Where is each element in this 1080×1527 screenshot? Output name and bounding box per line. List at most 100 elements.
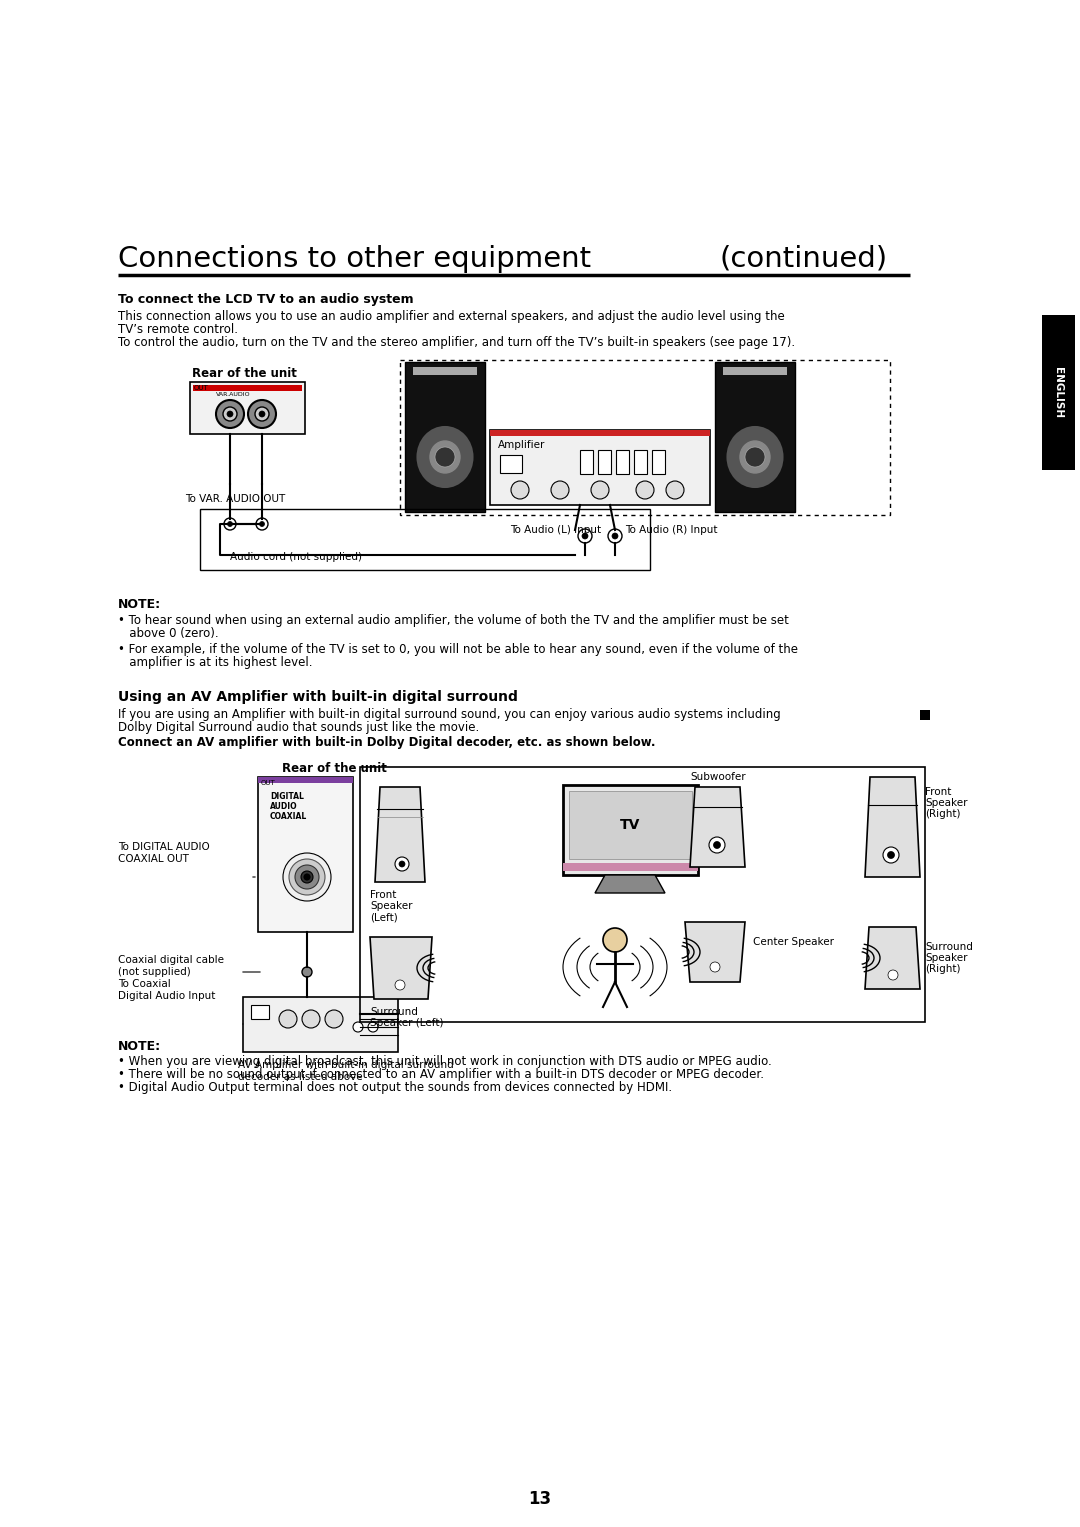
Circle shape [578,528,592,544]
Circle shape [279,1009,297,1028]
Circle shape [666,481,684,499]
Text: (continued): (continued) [720,244,888,273]
Text: Connections to other equipment: Connections to other equipment [118,244,591,273]
Ellipse shape [740,441,770,473]
Bar [490,431,710,437]
Circle shape [301,870,313,883]
Text: decoder as listed above: decoder as listed above [238,1072,363,1083]
Bar [490,431,710,505]
Ellipse shape [418,428,473,487]
Circle shape [303,873,310,880]
Circle shape [710,962,720,973]
Text: amplifier is at its highest level.: amplifier is at its highest level. [118,657,312,669]
Circle shape [883,847,899,863]
Text: (Left): (Left) [370,912,397,922]
Text: • Digital Audio Output terminal does not output the sounds from devices connecte: • Digital Audio Output terminal does not… [118,1081,672,1093]
Text: TV’s remote control.: TV’s remote control. [118,324,238,336]
Text: Front: Front [924,786,951,797]
Polygon shape [685,922,745,982]
Text: • There will be no sound output if connected to an AV amplifier with a built-in : • There will be no sound output if conne… [118,1067,764,1081]
Bar [715,362,795,512]
Polygon shape [595,875,665,893]
Circle shape [224,518,237,530]
Bar [634,450,647,473]
Text: To connect the LCD TV to an audio system: To connect the LCD TV to an audio system [118,293,414,305]
Text: Audio cord (not supplied): Audio cord (not supplied) [230,551,362,562]
Bar [400,360,890,515]
Text: Surround: Surround [370,1006,418,1017]
Circle shape [248,400,276,428]
Ellipse shape [430,441,460,473]
Circle shape [395,857,409,870]
Circle shape [395,980,405,989]
Bar [200,508,650,570]
Text: • When you are viewing digital broadcast, this unit will not work in conjunction: • When you are viewing digital broadcast… [118,1055,772,1067]
Circle shape [353,1022,363,1032]
Text: To control the audio, turn on the TV and the stereo amplifier, and turn off the : To control the audio, turn on the TV and… [118,336,795,350]
Bar [563,785,698,875]
Text: To Audio (L) Input: To Audio (L) Input [510,525,602,534]
Bar [1042,315,1075,470]
Circle shape [295,864,319,889]
Circle shape [302,967,312,977]
Ellipse shape [728,428,783,487]
Text: Front: Front [370,890,396,899]
Bar [251,1005,269,1019]
Bar [190,382,305,434]
Circle shape [255,408,269,421]
Text: To Coaxial: To Coaxial [118,979,171,989]
Bar [258,777,353,931]
Text: (Right): (Right) [924,809,960,818]
Bar [500,455,522,473]
Circle shape [259,522,265,527]
Text: ENGLISH: ENGLISH [1053,366,1064,418]
Text: Center Speaker: Center Speaker [753,938,834,947]
Text: Dolby Digital Surround audio that sounds just like the movie.: Dolby Digital Surround audio that sounds… [118,721,480,734]
Circle shape [582,533,588,539]
Text: (Right): (Right) [924,964,960,974]
Bar [723,366,787,376]
Text: To DIGITAL AUDIO: To DIGITAL AUDIO [118,841,210,852]
Circle shape [608,528,622,544]
Text: This connection allows you to use an audio amplifier and external speakers, and : This connection allows you to use an aud… [118,310,785,324]
Bar [193,385,302,391]
Circle shape [888,970,897,980]
Text: Digital Audio Input: Digital Audio Input [118,991,215,1002]
Text: Speaker (Left): Speaker (Left) [370,1019,444,1028]
Text: To VAR. AUDIO OUT: To VAR. AUDIO OUT [185,495,285,504]
Text: DIGITAL: DIGITAL [270,793,303,802]
Polygon shape [865,777,920,876]
Circle shape [368,1022,378,1032]
Text: (not supplied): (not supplied) [118,967,191,977]
Circle shape [636,481,654,499]
Circle shape [714,841,720,849]
Text: • For example, if the volume of the TV is set to 0, you will not be able to hear: • For example, if the volume of the TV i… [118,643,798,657]
Text: COAXIAL: COAXIAL [270,812,307,822]
Text: COAXIAL OUT: COAXIAL OUT [118,854,189,864]
Text: Speaker: Speaker [924,953,968,964]
Circle shape [603,928,627,951]
Circle shape [612,533,618,539]
Circle shape [302,1009,320,1028]
Circle shape [511,481,529,499]
Bar [243,997,399,1052]
Bar [598,450,611,473]
Bar [616,450,629,473]
Polygon shape [865,927,920,989]
Text: Rear of the unit: Rear of the unit [282,762,387,776]
Bar [569,791,692,860]
Circle shape [216,400,244,428]
Bar [580,450,593,473]
Circle shape [591,481,609,499]
Text: Rear of the unit: Rear of the unit [192,366,297,380]
Text: Coaxial digital cable: Coaxial digital cable [118,954,224,965]
Text: AUDIO: AUDIO [270,802,298,811]
Text: above 0 (zero).: above 0 (zero). [118,628,218,640]
Circle shape [708,837,725,854]
Text: 13: 13 [528,1490,552,1509]
Polygon shape [370,938,432,999]
Circle shape [888,852,894,858]
Text: OUT: OUT [194,385,208,391]
Bar [258,777,353,783]
Text: TV: TV [620,818,640,832]
